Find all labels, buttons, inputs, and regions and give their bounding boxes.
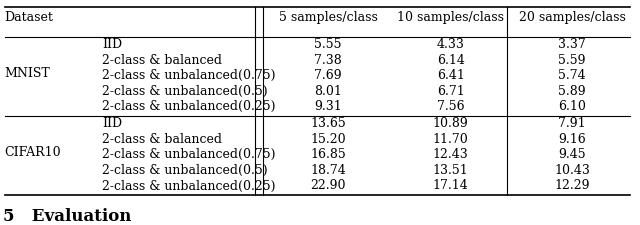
- Text: 10 samples/class: 10 samples/class: [397, 11, 504, 24]
- Text: 5.89: 5.89: [558, 85, 586, 98]
- Text: 2-class & unbalanced(0.75): 2-class & unbalanced(0.75): [102, 69, 276, 82]
- Text: 7.38: 7.38: [314, 54, 342, 67]
- Text: 2-class & unbalanced(0.5): 2-class & unbalanced(0.5): [102, 164, 268, 177]
- Text: 5.74: 5.74: [558, 69, 586, 82]
- Text: 11.70: 11.70: [433, 133, 468, 146]
- Text: MNIST: MNIST: [4, 67, 51, 80]
- Text: 12.29: 12.29: [554, 180, 590, 192]
- Text: IID: IID: [102, 38, 122, 51]
- Text: 10.89: 10.89: [433, 117, 468, 130]
- Text: 18.74: 18.74: [310, 164, 346, 177]
- Text: 8.01: 8.01: [314, 85, 342, 98]
- Text: 7.91: 7.91: [558, 117, 586, 130]
- Text: 13.51: 13.51: [433, 164, 468, 177]
- Text: 4.33: 4.33: [436, 38, 465, 51]
- Text: 6.41: 6.41: [436, 69, 465, 82]
- Text: CIFAR10: CIFAR10: [4, 146, 61, 159]
- Text: 2-class & unbalanced(0.25): 2-class & unbalanced(0.25): [102, 100, 276, 113]
- Text: 16.85: 16.85: [310, 148, 346, 161]
- Text: 15.20: 15.20: [310, 133, 346, 146]
- Text: 13.65: 13.65: [310, 117, 346, 130]
- Text: 5 samples/class: 5 samples/class: [278, 11, 378, 24]
- Text: 5.55: 5.55: [314, 38, 342, 51]
- Text: 3.37: 3.37: [558, 38, 586, 51]
- Text: 2-class & balanced: 2-class & balanced: [102, 133, 223, 146]
- Text: 7.56: 7.56: [437, 100, 465, 113]
- Text: 20 samples/class: 20 samples/class: [519, 11, 626, 24]
- Text: 5   Evaluation: 5 Evaluation: [3, 208, 132, 225]
- Text: 2-class & unbalanced(0.5): 2-class & unbalanced(0.5): [102, 85, 268, 98]
- Text: 9.16: 9.16: [558, 133, 586, 146]
- Text: 2-class & unbalanced(0.25): 2-class & unbalanced(0.25): [102, 180, 276, 192]
- Text: Dataset: Dataset: [4, 11, 53, 24]
- Text: 12.43: 12.43: [433, 148, 468, 161]
- Text: 10.43: 10.43: [554, 164, 590, 177]
- Text: 6.14: 6.14: [436, 54, 465, 67]
- Text: 17.14: 17.14: [433, 180, 468, 192]
- Text: 2-class & unbalanced(0.75): 2-class & unbalanced(0.75): [102, 148, 276, 161]
- Text: 9.45: 9.45: [558, 148, 586, 161]
- Text: 6.10: 6.10: [558, 100, 586, 113]
- Text: IID: IID: [102, 117, 122, 130]
- Text: 7.69: 7.69: [314, 69, 342, 82]
- Text: 2-class & balanced: 2-class & balanced: [102, 54, 223, 67]
- Text: 5.59: 5.59: [559, 54, 586, 67]
- Text: 9.31: 9.31: [314, 100, 342, 113]
- Text: 22.90: 22.90: [310, 180, 346, 192]
- Text: 6.71: 6.71: [436, 85, 465, 98]
